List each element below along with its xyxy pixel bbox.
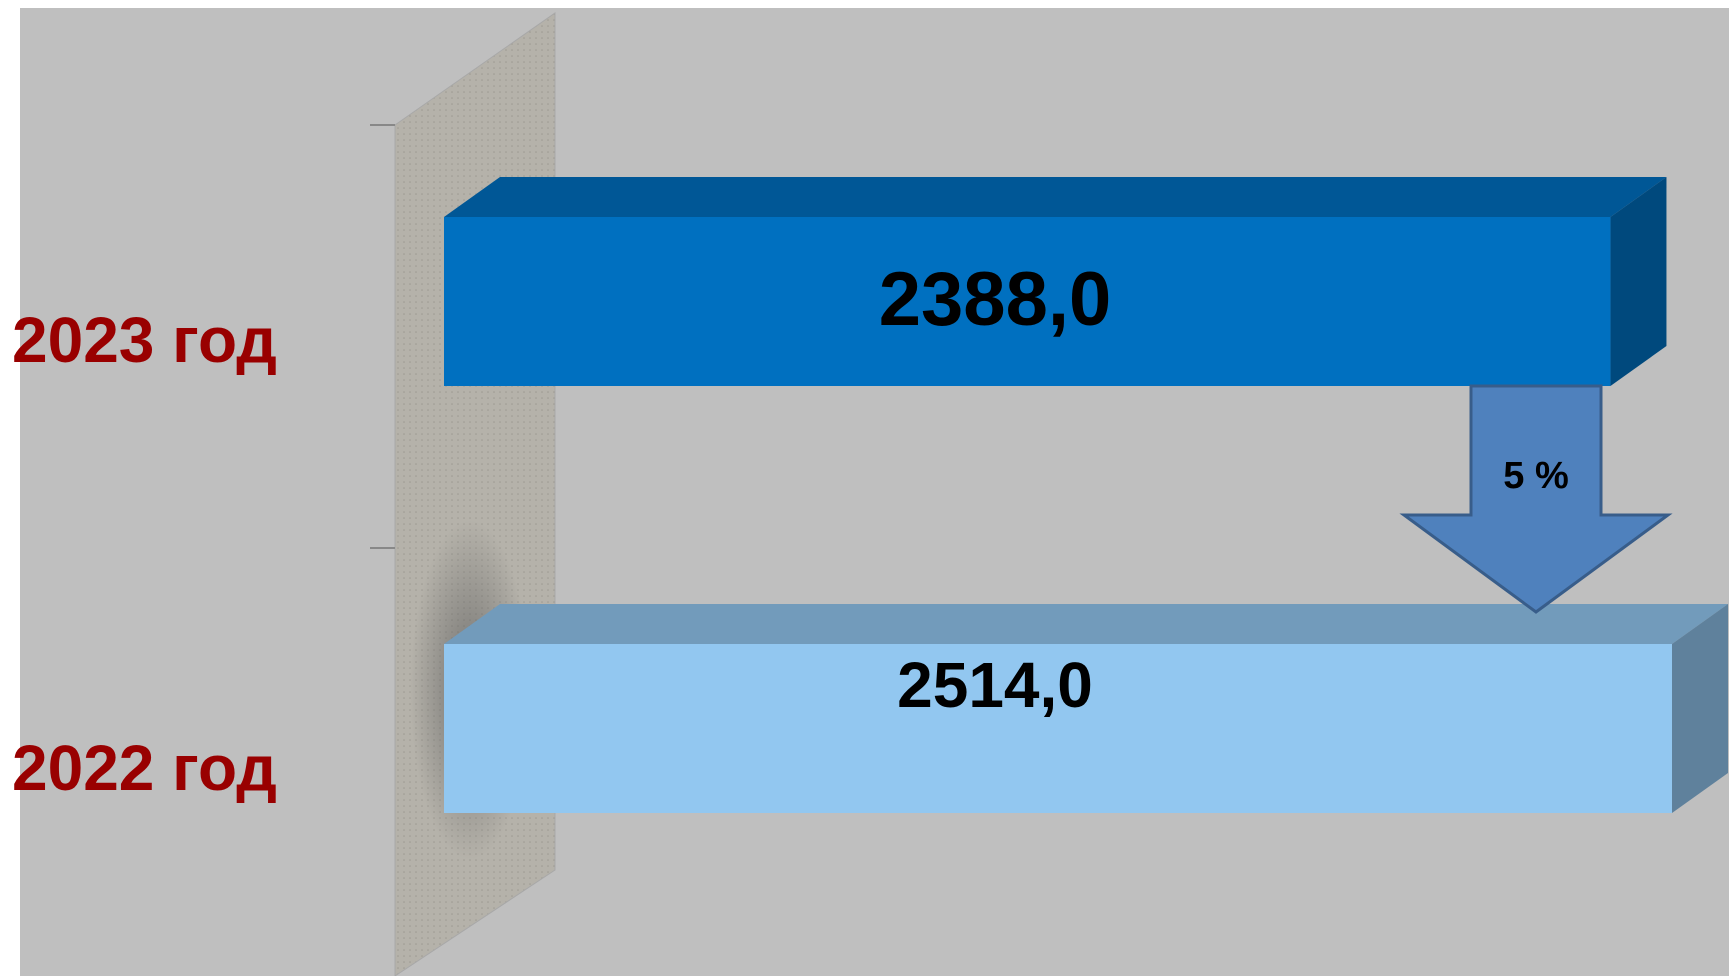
bar [444,604,1728,813]
value-label: 2514,0 [897,649,1093,721]
category-label: 2022 год [12,732,277,804]
value-label: 2388,0 [879,257,1111,342]
bar-front [444,644,1672,813]
change-arrow [1399,384,1673,614]
bar [444,177,1667,386]
bar-top [444,177,1667,217]
plot-background [20,8,1729,976]
annotation: 5 % [1503,455,1568,497]
bar-front [444,217,1611,386]
bar-side [1610,177,1667,386]
bar-top [444,604,1728,644]
category-label: 2023 год [12,304,277,376]
bar-side [1672,604,1728,813]
